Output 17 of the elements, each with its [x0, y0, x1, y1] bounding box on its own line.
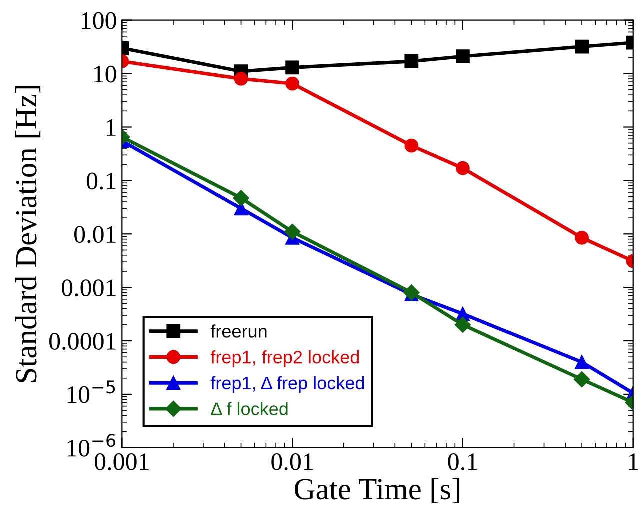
y-axis-title: Standard Deviation [Hz]	[15, 86, 41, 382]
y-tick-label: 0.001	[62, 280, 116, 297]
x-tick-label: 0.1	[448, 454, 478, 470]
y-tick-label: 10$^{−5}$	[68, 380, 116, 404]
y-tick-label: 10	[94, 66, 116, 83]
y-tick-label: 0.1	[87, 172, 116, 190]
x-tick-label: 1	[629, 454, 638, 470]
legend-label: frep1, frep2 locked	[210, 350, 360, 368]
legend-label: Δ f locked	[211, 402, 288, 416]
x-axis-title: Gate Time [s]	[294, 478, 460, 504]
y-tick-label: 0.0001	[50, 333, 116, 350]
x-tick-label: 0.01	[272, 454, 313, 470]
y-tick-label: 1	[107, 119, 116, 136]
legend-label: freerun	[210, 324, 267, 338]
y-tick-label: 0.01	[74, 226, 116, 244]
legend-label: frep1, Δ frep locked	[210, 376, 364, 394]
y-tick-label: 100	[82, 12, 116, 30]
